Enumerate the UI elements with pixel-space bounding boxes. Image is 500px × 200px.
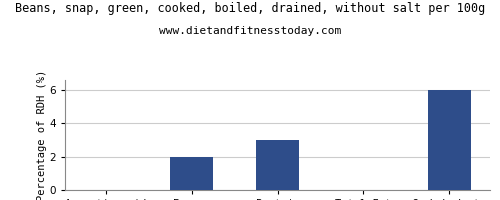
Text: www.dietandfitnesstoday.com: www.dietandfitnesstoday.com bbox=[159, 26, 341, 36]
Bar bbox=[428, 90, 470, 190]
Y-axis label: Percentage of RDH (%): Percentage of RDH (%) bbox=[36, 69, 46, 200]
Text: Beans, snap, green, cooked, boiled, drained, without salt per 100g: Beans, snap, green, cooked, boiled, drai… bbox=[15, 2, 485, 15]
Bar bbox=[170, 157, 213, 190]
Bar bbox=[256, 140, 299, 190]
